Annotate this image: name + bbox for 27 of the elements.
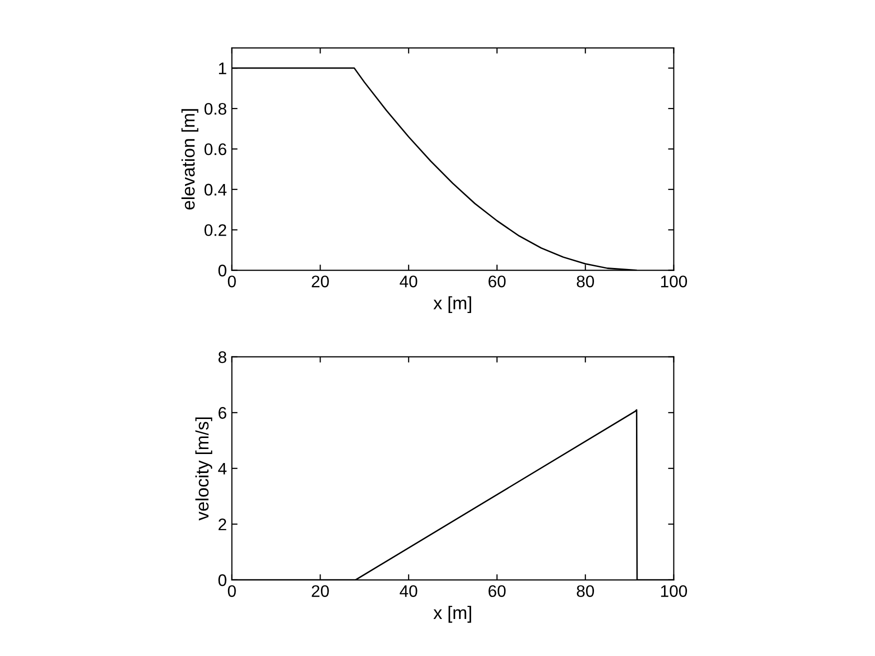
x-tick-label: 20 [312,585,329,598]
x-tick-label: 100 [661,585,688,598]
x-tick-label: 0 [228,276,236,288]
x-tick-label: 80 [576,585,594,598]
y-axis-title: elevation [m] [181,109,198,210]
y-tick-label: 0 [218,574,226,586]
x-axis-title: x [m] [433,606,472,623]
x-tick-label: 40 [400,585,418,598]
y-axis-title: velocity [m/s] [195,418,212,520]
y-tick-label: 0 [218,264,226,276]
y-tick-label: 8 [218,351,226,364]
x-axis-title: x [m] [433,296,472,314]
y-tick-label: 1 [219,62,226,74]
y-tick-label: 0.4 [204,184,227,196]
y-tick-label: 2 [218,518,226,530]
x-tick-label: 80 [576,276,594,288]
x-tick-label: 0 [228,585,236,598]
y-tick-label: 0.2 [204,224,226,236]
y-tick-label: 4 [218,462,227,474]
y-tick-label: 0.6 [204,143,226,156]
y-tick-label: 0.8 [204,102,226,115]
x-tick-label: 40 [400,276,418,288]
x-tick-label: 20 [312,276,329,288]
x-tick-label: 60 [488,276,506,288]
x-tick-label: 100 [661,276,688,288]
y-tick-label: 6 [218,407,226,419]
x-tick-label: 60 [488,585,506,598]
